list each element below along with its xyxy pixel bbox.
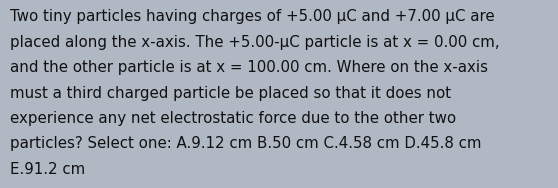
Text: must a third charged particle be placed so that it does not: must a third charged particle be placed … [10,86,451,101]
Text: placed along the x-axis. The +5.00-μC particle is at x = 0.00 cm,: placed along the x-axis. The +5.00-μC pa… [10,35,499,50]
Text: experience any net electrostatic force due to the other two: experience any net electrostatic force d… [10,111,456,126]
Text: Two tiny particles having charges of +5.00 μC and +7.00 μC are: Two tiny particles having charges of +5.… [10,9,495,24]
Text: E.91.2 cm: E.91.2 cm [10,162,85,177]
Text: particles? Select one: A.9.12 cm B.50 cm C.4.58 cm D.45.8 cm: particles? Select one: A.9.12 cm B.50 cm… [10,136,482,151]
Text: and the other particle is at x = 100.00 cm. Where on the x-axis: and the other particle is at x = 100.00 … [10,60,488,75]
